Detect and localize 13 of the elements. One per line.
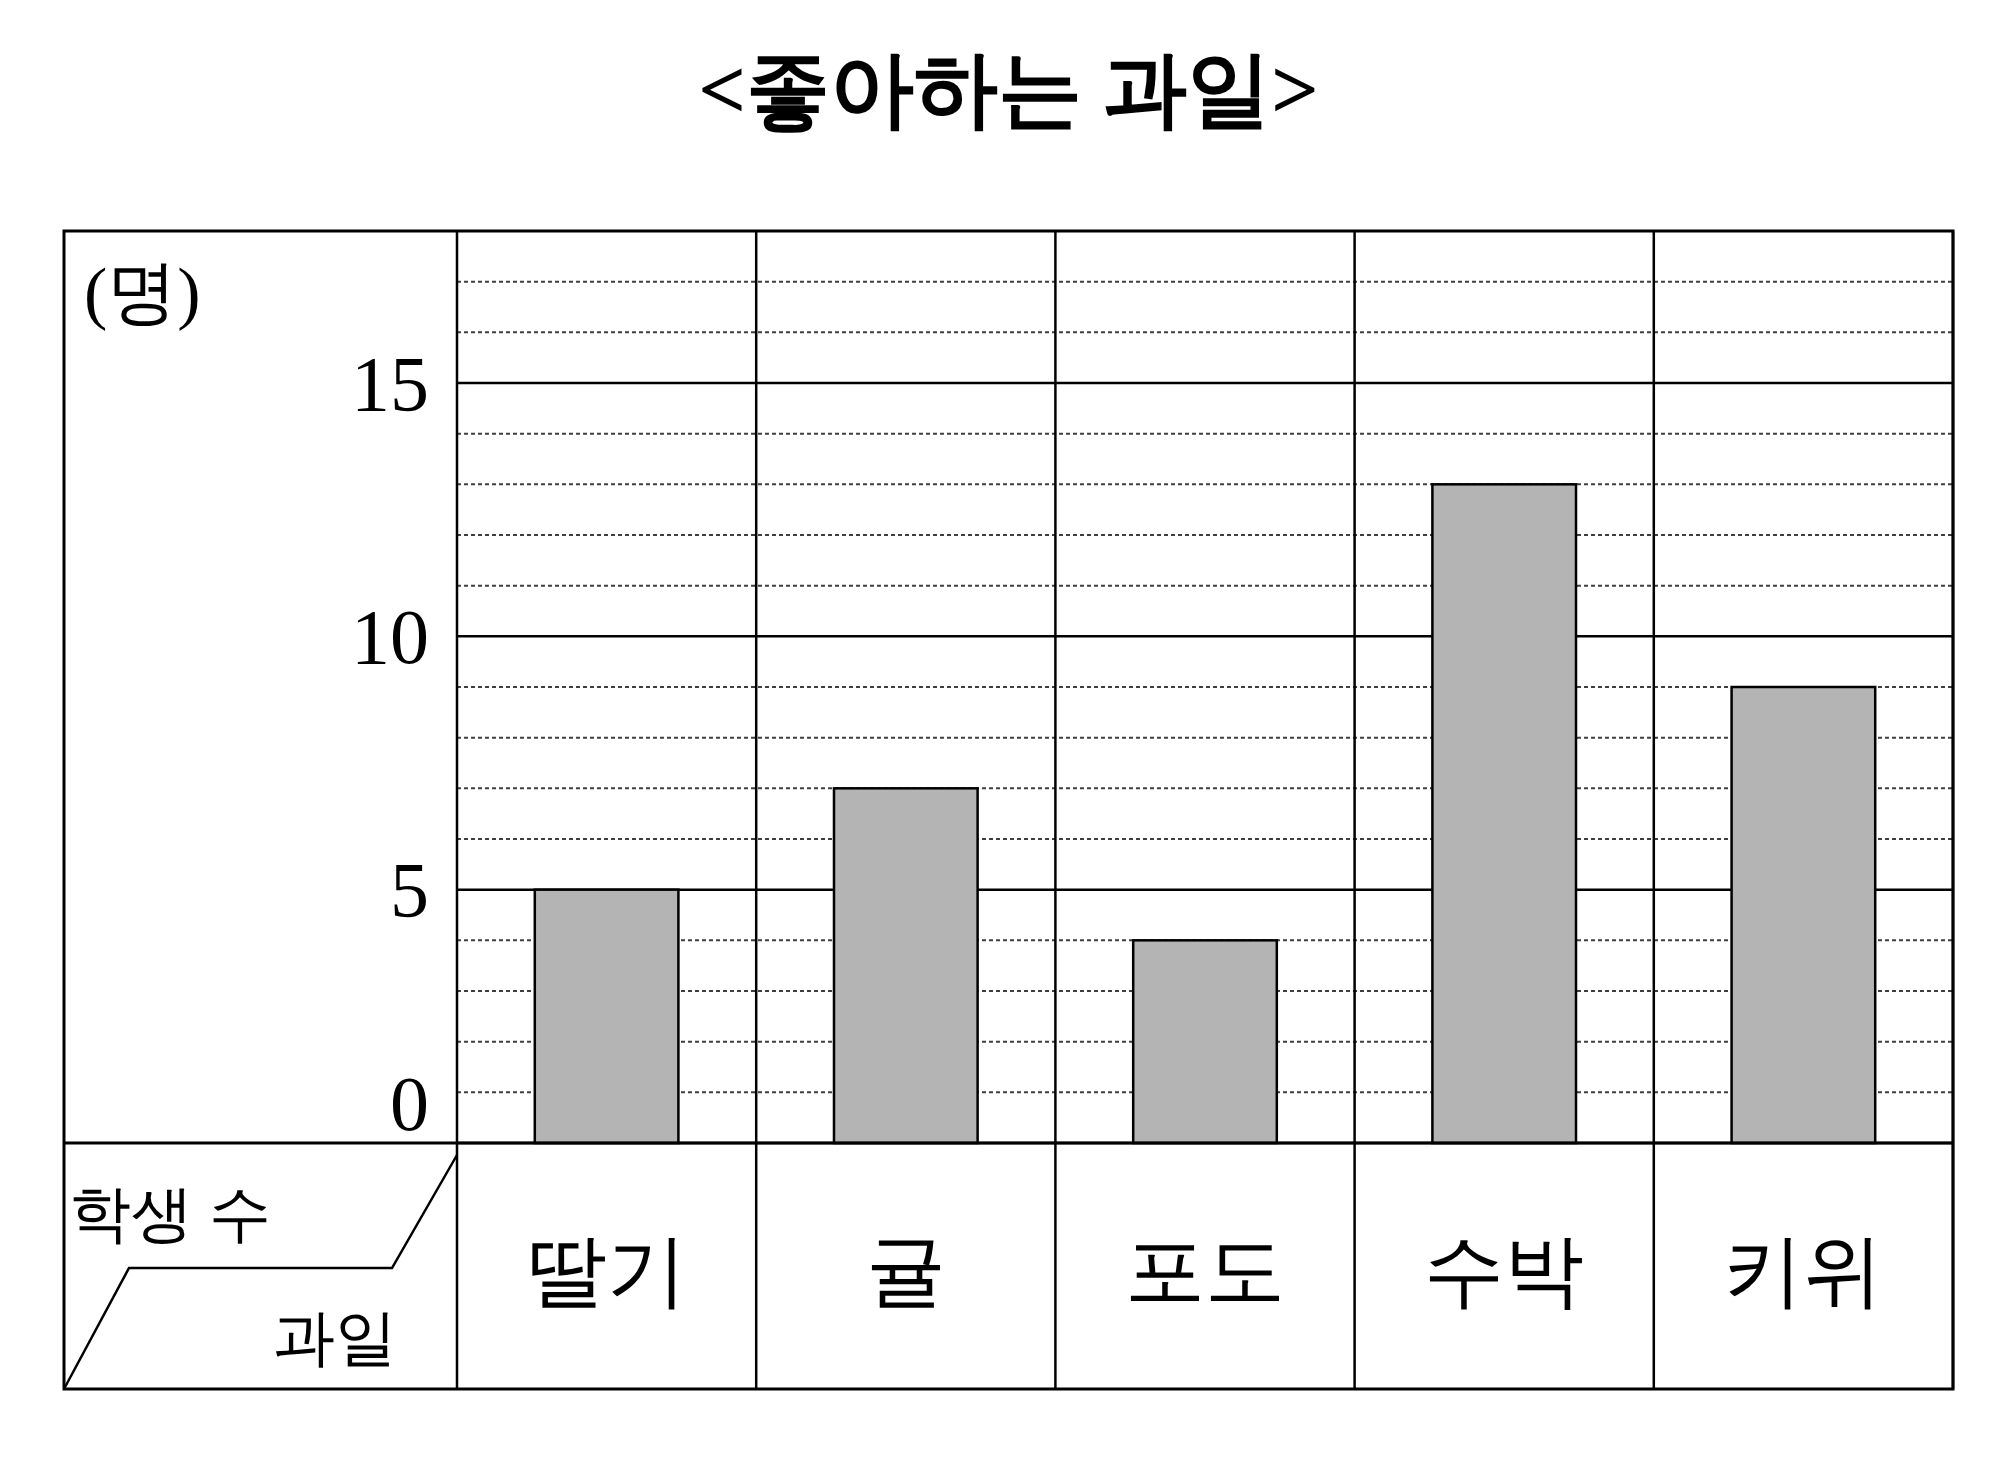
x-tick-label: 포도 — [1125, 1227, 1285, 1315]
text: (명) — [84, 254, 201, 331]
y-tick-label: 10 — [351, 592, 429, 680]
y-tick-label: 0 — [390, 1059, 429, 1147]
chart-title: <좋아하는 과일> — [698, 43, 1319, 136]
y-axis-title: 학생 수 — [69, 1180, 271, 1248]
x-tick-label: 키위 — [1723, 1227, 1884, 1315]
x-tick-label: 수박 — [1424, 1227, 1585, 1315]
x-tick-label: 딸기 — [526, 1227, 687, 1315]
y-tick-label: 15 — [351, 339, 429, 427]
x-axis-title: 과일 — [273, 1304, 397, 1372]
y-tick-label: 5 — [390, 846, 429, 934]
x-tick-label: 귤 — [865, 1227, 946, 1315]
